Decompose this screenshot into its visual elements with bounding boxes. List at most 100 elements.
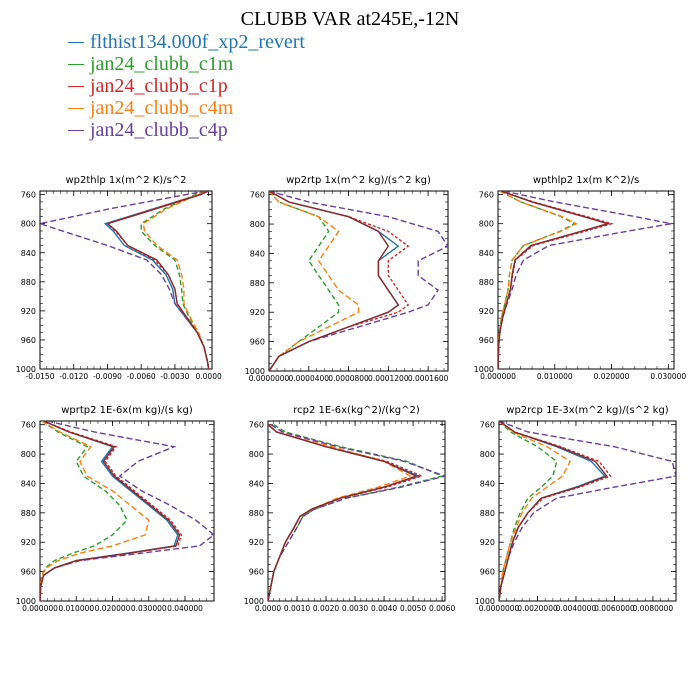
x-tick-label: 0.0000 (196, 372, 222, 381)
panel-title: wp2rtp 1x(m^2 kg)/(s^2 kg) (286, 175, 431, 186)
series-line (106, 191, 210, 369)
series-line (499, 421, 676, 601)
legend-label: jan24_clubb_c1m (90, 53, 234, 75)
y-tick-label: 760 (249, 421, 264, 430)
x-tick-label: -0.0090 (93, 372, 122, 381)
y-tick-label: 1000 (244, 597, 264, 606)
series-line (269, 191, 410, 371)
chart-panel: wp2thlp 1x(m^2 K)/s^2 760 800 840 880 920 960 1… (16, 175, 222, 381)
y-tick-label: 800 (480, 450, 495, 459)
legend-label: jan24_clubb_c4p (90, 119, 228, 141)
y-tick-label: 880 (250, 279, 265, 288)
y-tick-label: 960 (21, 568, 36, 577)
y-tick-label: 1000 (16, 597, 36, 606)
series-line (498, 191, 672, 369)
x-tick-label: 0.0000000 (479, 604, 520, 613)
y-tick-label: 800 (21, 220, 36, 229)
y-tick-label: 920 (21, 307, 36, 316)
panel-title: rcp2 1E-6x(kg^2)/(kg^2) (293, 405, 420, 416)
x-tick-label: 0.0010 (284, 604, 310, 613)
x-tick-label: 0.0000400 (288, 374, 329, 383)
x-tick-label: 0.0080000 (633, 604, 674, 613)
series-line (40, 421, 181, 601)
legend-item: jan24_clubb_c4m (68, 97, 305, 119)
x-tick-label: -0.0060 (127, 372, 156, 381)
legend-line-icon (68, 63, 84, 65)
chart-panel: wprtp2 1E-6x(m kg)/(s kg) 760 800 840 880 920… (16, 405, 215, 613)
y-tick-label: 920 (480, 538, 495, 547)
series-line (268, 424, 445, 601)
x-tick-label: 0.030000 (131, 604, 167, 613)
x-tick-label: 0.0000 (255, 604, 281, 613)
x-tick-label: 0.0001200 (368, 374, 409, 383)
y-tick-label: 800 (249, 450, 264, 459)
series-line (268, 424, 445, 601)
series-line (140, 191, 210, 369)
legend-item: jan24_clubb_c1m (68, 53, 305, 75)
y-tick-label: 880 (479, 278, 494, 287)
y-tick-label: 760 (21, 191, 36, 200)
series-line (498, 191, 611, 369)
legend: flthist134.000f_xp2_revert jan24_clubb_c… (68, 31, 305, 141)
x-tick-label: 0.0000800 (328, 374, 369, 383)
plot-frame (498, 420, 677, 602)
y-tick-label: 960 (480, 568, 495, 577)
x-tick-label: 0.0060 (429, 604, 455, 613)
x-tick-label: 0.0040000 (556, 604, 597, 613)
series-line (40, 421, 150, 601)
y-tick-label: 960 (249, 568, 264, 577)
legend-label: jan24_clubb_c4m (90, 97, 234, 119)
y-tick-label: 760 (250, 191, 265, 200)
legend-item: flthist134.000f_xp2_revert (68, 31, 305, 53)
page-title: CLUBB VAR at245E,-12N (240, 8, 460, 30)
x-tick-label: 0.0050 (400, 604, 426, 613)
y-tick-label: 880 (21, 509, 36, 518)
series-line (269, 191, 340, 371)
plot-frame (268, 190, 449, 372)
y-tick-label: 840 (249, 479, 264, 488)
x-tick-label: 0.0000000 (249, 374, 290, 383)
plot-frame (267, 420, 446, 602)
y-tick-label: 880 (480, 509, 495, 518)
x-tick-label: 0.000000 (480, 372, 516, 381)
legend-line-icon (68, 85, 84, 87)
series-line (499, 421, 607, 601)
series-line (499, 421, 558, 601)
panel-title: wpthlp2 1x(m K^2)/s (533, 175, 639, 186)
y-tick-label: 760 (21, 421, 36, 430)
y-tick-label: 1000 (474, 365, 494, 374)
series-line (269, 191, 400, 371)
y-tick-label: 1000 (245, 367, 265, 376)
legend-line-icon (68, 41, 84, 43)
x-tick-label: 0.0030 (342, 604, 368, 613)
y-tick-label: 880 (21, 278, 36, 287)
y-tick-label: 800 (21, 450, 36, 459)
legend-label: jan24_clubb_c1p (90, 75, 228, 97)
y-tick-label: 880 (249, 509, 264, 518)
legend-label: flthist134.000f_xp2_revert (90, 31, 305, 53)
series-line (498, 191, 578, 369)
legend-item: jan24_clubb_c4p (68, 119, 305, 141)
x-tick-label: 0.0060000 (594, 604, 635, 613)
series-line (142, 191, 210, 369)
series-line (40, 421, 214, 601)
x-tick-label: 0.0020 (313, 604, 339, 613)
x-tick-label: 0.0040 (371, 604, 397, 613)
y-tick-label: 840 (479, 249, 494, 258)
series-line (499, 421, 572, 601)
panel-title: wprtp2 1E-6x(m kg)/(s kg) (61, 405, 193, 416)
y-tick-label: 800 (479, 220, 494, 229)
legend-line-icon (68, 107, 84, 109)
x-tick-label: -0.0030 (160, 372, 189, 381)
x-tick-label: -0.0150 (26, 372, 55, 381)
x-tick-label: 0.020000 (594, 372, 630, 381)
y-tick-label: 920 (479, 307, 494, 316)
y-tick-label: 920 (21, 538, 36, 547)
x-tick-label: 0.0001600 (408, 374, 449, 383)
y-tick-label: 1000 (16, 365, 36, 374)
x-tick-label: 0.020000 (95, 604, 131, 613)
y-tick-label: 840 (480, 479, 495, 488)
x-tick-label: 0.030000 (650, 372, 686, 381)
y-tick-label: 840 (21, 249, 36, 258)
